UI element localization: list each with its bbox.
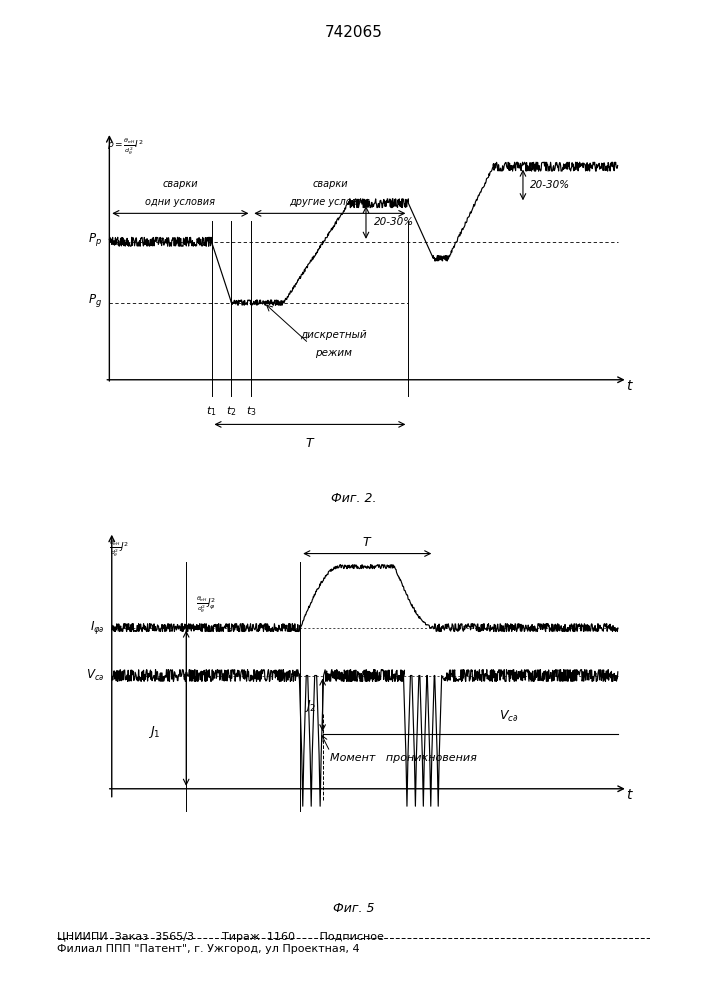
Text: $\frac{\theta_{\pi H}}{d_{\theta}^{2}} J_{\varphi}^2$: $\frac{\theta_{\pi H}}{d_{\theta}^{2}} J… xyxy=(196,594,216,615)
Text: Фиг. 2.: Фиг. 2. xyxy=(331,492,376,505)
Text: $t_1$: $t_1$ xyxy=(206,404,217,418)
Text: Филиал ППП "Патент", г. Ужгород, ул Проектная, 4: Филиал ППП "Патент", г. Ужгород, ул Прое… xyxy=(57,944,359,954)
Text: $V_{c\partial}$: $V_{c\partial}$ xyxy=(86,668,105,683)
Text: $t$: $t$ xyxy=(626,379,634,393)
Text: 20-30%: 20-30% xyxy=(530,180,571,190)
Text: $P_p$: $P_p$ xyxy=(88,231,102,248)
Text: $I_{\varphi\partial}$: $I_{\varphi\partial}$ xyxy=(90,619,105,636)
Text: $\frac{\theta_{\pi H}}{d_{\theta}^{2}} J^2$: $\frac{\theta_{\pi H}}{d_{\theta}^{2}} J… xyxy=(110,538,129,559)
Text: дискретный: дискретный xyxy=(300,330,367,340)
Text: 742065: 742065 xyxy=(325,25,382,40)
Text: сварки: сварки xyxy=(312,179,348,189)
Text: $t_2$: $t_2$ xyxy=(226,404,237,418)
Text: $T$: $T$ xyxy=(362,536,373,549)
Text: одни условия: одни условия xyxy=(146,197,216,207)
Text: $T$: $T$ xyxy=(305,437,315,450)
Text: режим: режим xyxy=(315,348,352,358)
Text: $J_1$: $J_1$ xyxy=(148,724,160,740)
Text: сварки: сварки xyxy=(163,179,198,189)
Text: $V_{c\partial}$: $V_{c\partial}$ xyxy=(498,709,518,724)
Text: $P_g$: $P_g$ xyxy=(88,292,102,309)
Text: $J_2$: $J_2$ xyxy=(304,698,317,714)
Text: другие условия: другие условия xyxy=(289,197,370,207)
Text: $\rho = \frac{\theta_{\pi H}}{d_{\theta}^{2}} I^2$: $\rho = \frac{\theta_{\pi H}}{d_{\theta}… xyxy=(107,136,144,157)
Text: $t_3$: $t_3$ xyxy=(246,404,257,418)
Text: 20-30%: 20-30% xyxy=(373,217,414,227)
Text: Момент   проникновения: Момент проникновения xyxy=(330,753,477,763)
Text: ЦНИИПИ  Заказ  3565/3        Тираж  1160       Подписное: ЦНИИПИ Заказ 3565/3 Тираж 1160 Подписное xyxy=(57,932,383,942)
Text: $t$: $t$ xyxy=(626,788,634,802)
Text: Фиг. 5: Фиг. 5 xyxy=(333,902,374,915)
